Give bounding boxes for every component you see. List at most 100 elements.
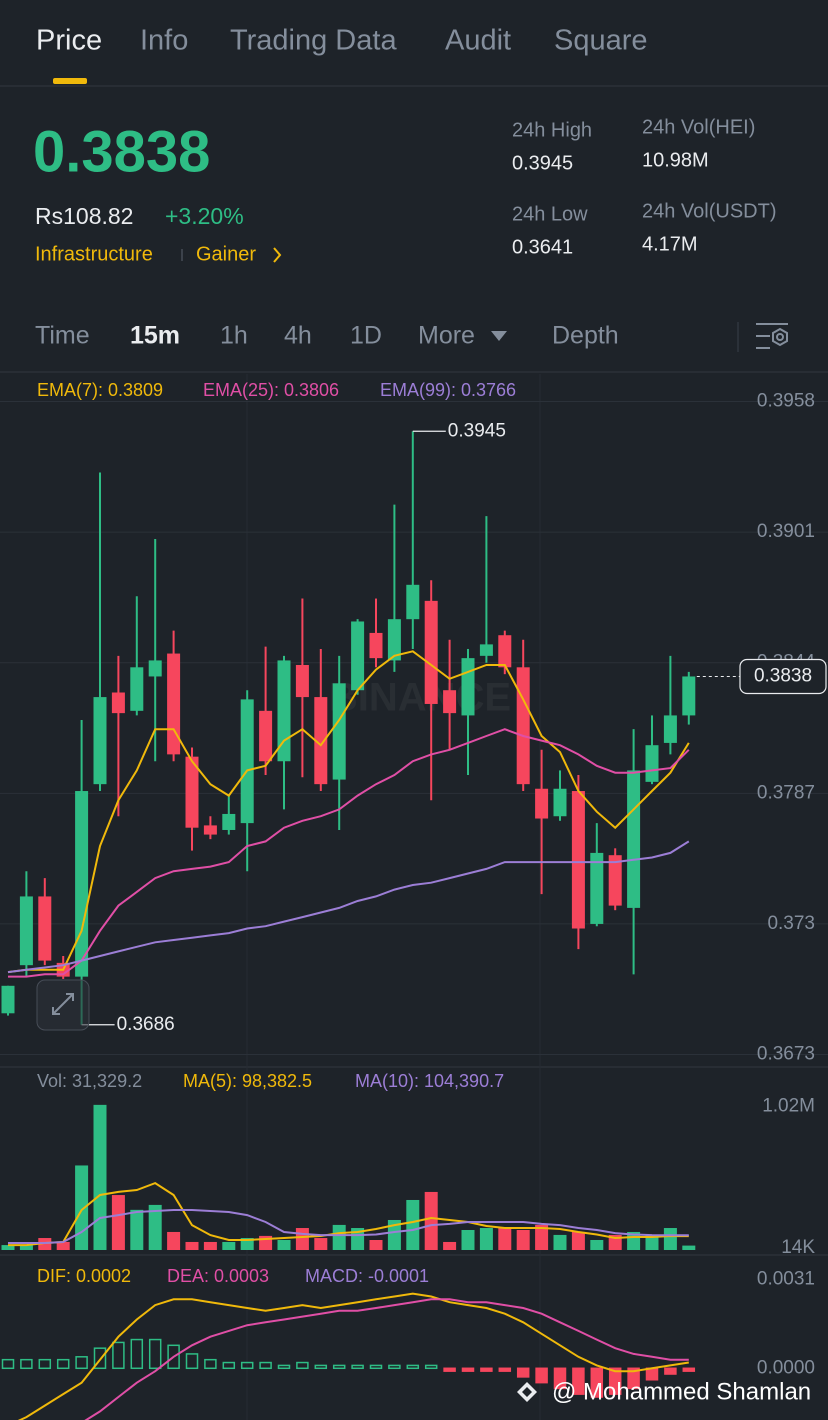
macd-bar [296,1361,309,1370]
macd-bar [535,1367,548,1384]
volume-bar [663,1228,677,1250]
macd-bar [185,1353,199,1370]
tag[interactable]: Infrastructure [35,243,153,265]
macd-bar [388,1364,401,1370]
macd-bar [406,1364,420,1370]
macd-bar [148,1338,162,1370]
y-tick-label: 0.3787 [757,782,815,803]
candle-body [277,660,291,762]
candle-body [111,692,125,714]
macd-bar [443,1367,456,1372]
candle-body [627,770,641,908]
volume-bar [130,1209,144,1250]
legend-entry: EMA(99): 0.3766 [380,380,516,400]
settings-icon[interactable] [756,323,788,349]
plot [1,1292,696,1420]
macd-bar [608,1367,622,1395]
legend-entry: EMA(7): 0.3809 [37,380,163,400]
last-price-label: 0.3838 [754,665,812,686]
legend-entry: DIF: 0.0002 [37,1266,131,1286]
timeframe[interactable]: Depth [552,322,619,350]
tag[interactable]: Gainer [196,243,256,265]
volume-bar [406,1199,420,1250]
candle-body [259,710,273,762]
macd-bar [314,1364,328,1370]
candle-body [185,756,199,828]
candle-body [479,644,493,656]
candle-body [222,813,236,830]
tab[interactable]: Info [140,25,188,57]
macd-bar [682,1367,696,1372]
stat-value: 4.17M [642,233,698,255]
stat-label: 24h Low [512,203,588,225]
volume-bar [240,1238,254,1250]
line [8,728,690,978]
macd-bar [75,1356,88,1370]
volume-bar [314,1238,328,1250]
macd-bar [664,1367,677,1375]
candle-body [75,791,89,977]
watermark-logo [517,1382,537,1402]
watermark: @ Mohammed Shamlan [552,1378,811,1405]
candle-body [203,825,217,835]
tab[interactable]: Square [554,25,648,57]
candle-body [93,697,107,785]
candle-body [571,791,585,929]
volume-bar [203,1241,217,1250]
stat-label: 24h Vol(HEI) [642,116,755,138]
timeframe[interactable]: More [418,322,475,350]
candle-body [406,584,420,620]
timeframe[interactable]: 4h [284,322,312,350]
timeframe[interactable]: 15m [130,322,180,350]
tab[interactable]: Audit [445,25,511,57]
macd-bar [1,1358,15,1370]
high-label: 0.3945 [448,420,506,441]
macd-bar [516,1367,530,1378]
candle-body [167,653,181,755]
candle-body [443,690,457,714]
macd-bar [222,1361,236,1370]
macd-bar [56,1358,70,1370]
legend-entry: MA(5): 98,382.5 [183,1071,312,1091]
macd-bar [130,1338,144,1370]
plot [1,1104,696,1250]
stat-label: 24h High [512,119,592,141]
candle-body [332,683,346,780]
macd-bar [480,1367,493,1372]
volume-bar [479,1228,493,1250]
candle-body [424,600,438,704]
legend-entry: Vol: 31,329.2 [37,1071,142,1091]
candle-body [608,855,622,906]
last-price-box [739,658,827,695]
macd-bar [259,1361,272,1370]
volume-bar [222,1241,236,1250]
candle-body [387,619,401,661]
plot: BINANCE [1,431,696,1025]
candle-body [295,665,309,698]
timeframe[interactable]: 1D [350,322,382,350]
dropdown-arrow [491,331,507,341]
expand-icon[interactable] [36,979,90,1031]
y-tick-label: 0.0000 [757,1357,815,1378]
volume-bar [516,1229,530,1250]
volume-bar [645,1234,659,1250]
stat-label: 24h Vol(USDT) [642,200,777,222]
stat-value: 0.3945 [512,152,573,174]
tab[interactable]: Trading Data [230,25,397,57]
timeframe[interactable]: 1h [220,322,248,350]
candle-body [369,632,383,659]
y-tick-label: 0.0031 [757,1268,815,1289]
volume-bar [277,1239,291,1250]
timeframe[interactable]: Time [35,322,90,350]
stat-value: 10.98M [642,149,709,171]
volume-bar [424,1191,438,1250]
candle-body [516,667,530,785]
volume-bar [56,1241,70,1250]
tab[interactable]: Price [36,25,102,57]
y-tick-label: 1.02M [762,1095,815,1116]
line [7,840,690,974]
change: +3.20% [165,203,244,229]
volume-bar [590,1239,604,1250]
macd-bar [93,1347,107,1370]
